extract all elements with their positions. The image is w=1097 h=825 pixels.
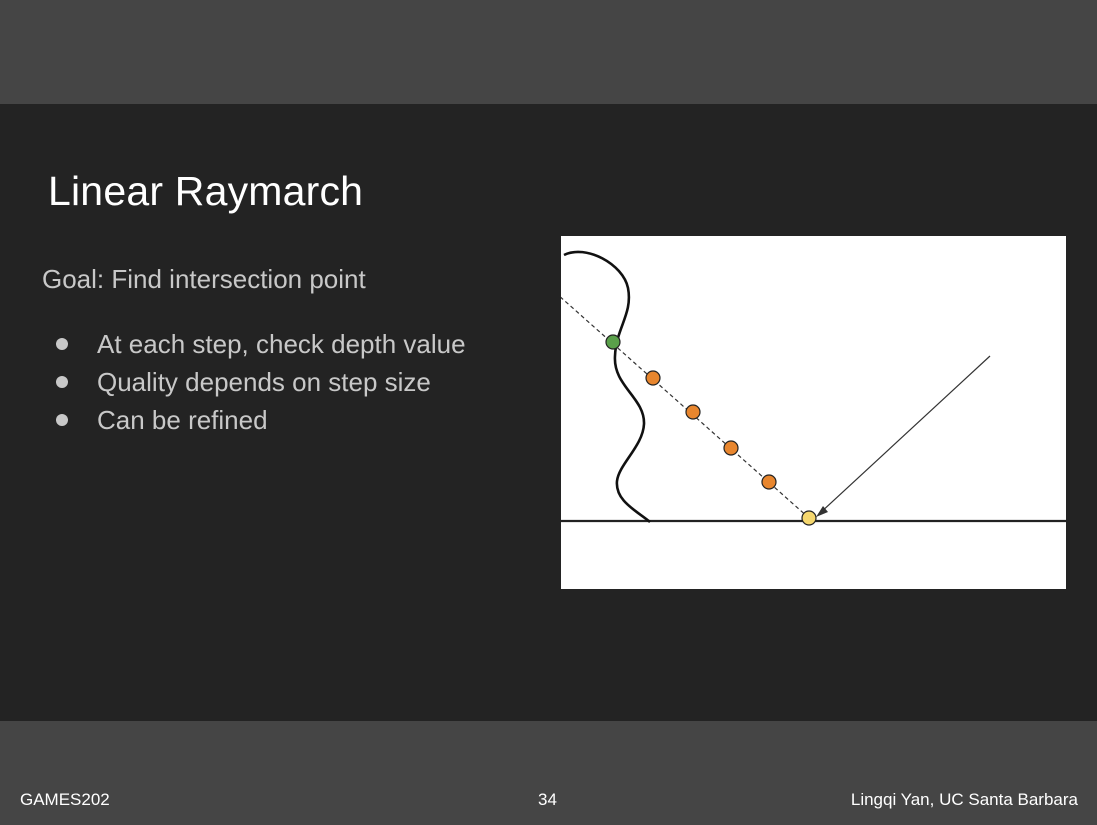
sample-points	[605, 334, 817, 526]
bullet-list: At each step, check depth value Quality …	[50, 325, 466, 439]
bullet-dot-icon	[56, 338, 68, 350]
author-label: Lingqi Yan, UC Santa Barbara	[850, 790, 1078, 809]
intersection-point	[605, 334, 621, 350]
footer-band	[0, 721, 1097, 825]
raymarch-diagram-svg	[561, 250, 1066, 526]
bullet-item: At each step, check depth value	[50, 325, 466, 363]
bullet-item: Can be refined	[50, 401, 466, 439]
bullet-text: Quality depends on step size	[97, 367, 431, 397]
slide-title: Linear Raymarch	[48, 168, 364, 214]
course-label: GAMES202	[20, 790, 110, 809]
header-band	[0, 0, 1097, 104]
page-number: 34	[538, 790, 557, 809]
step-point	[685, 404, 701, 420]
bullet-dot-icon	[56, 414, 68, 426]
ray-origin-point	[801, 510, 817, 526]
goal-text: Goal: Find intersection point	[42, 264, 366, 294]
bullet-item: Quality depends on step size	[50, 363, 466, 401]
step-point	[723, 440, 739, 456]
raymarch-diagram	[561, 236, 1066, 589]
scene-surface-curve	[563, 250, 651, 523]
bullet-text: At each step, check depth value	[97, 329, 466, 359]
step-point	[645, 370, 661, 386]
incoming-ray	[818, 355, 991, 515]
step-point	[761, 474, 777, 490]
ray-arrowhead-icon	[816, 506, 828, 517]
bullet-text: Can be refined	[97, 405, 268, 435]
bullet-dot-icon	[56, 376, 68, 388]
